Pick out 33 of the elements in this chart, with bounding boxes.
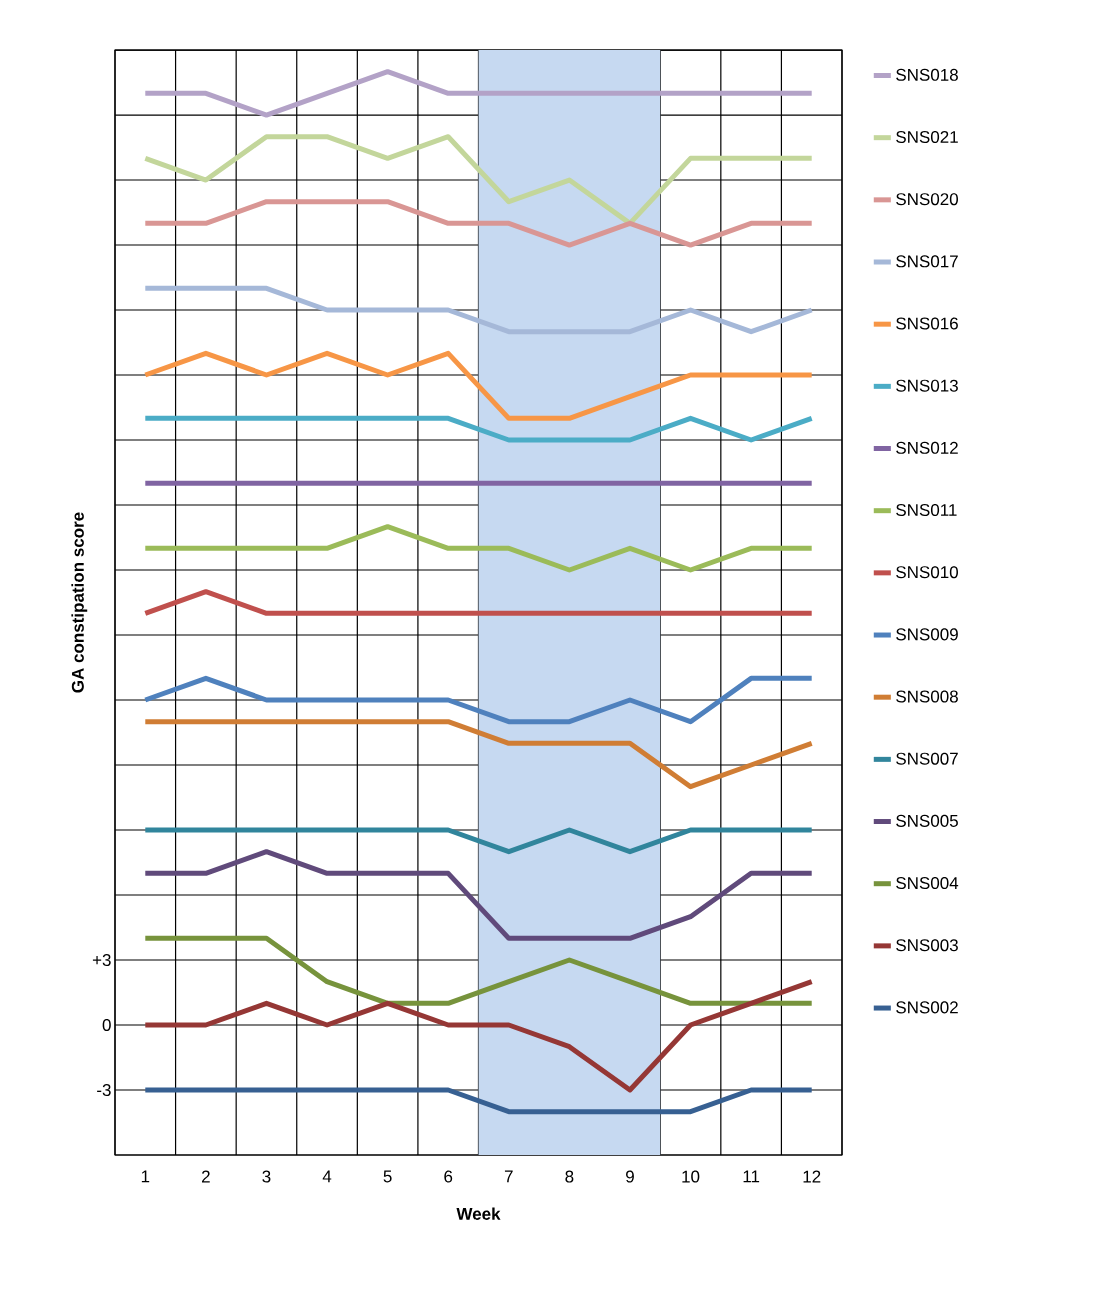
x-tick-label: 5 — [383, 1170, 392, 1183]
x-tick-label: 3 — [262, 1170, 271, 1183]
x-tick-label: 10 — [682, 1170, 700, 1183]
x-tick-label: 12 — [803, 1170, 821, 1183]
legend-label: SNS009 — [896, 628, 958, 641]
x-tick-label: 11 — [743, 1170, 760, 1183]
legend-label: SNS003 — [896, 939, 958, 952]
x-tick-label: 9 — [626, 1170, 634, 1183]
legend-label: SNS018 — [896, 68, 958, 81]
x-tick-label: 6 — [444, 1170, 453, 1183]
y-tick-label: +3 — [92, 953, 111, 967]
x-tick-label: 8 — [565, 1170, 574, 1183]
legend-label: SNS007 — [896, 752, 958, 765]
x-axis-title: Week — [456, 1207, 501, 1220]
legend-label: SNS013 — [896, 379, 958, 392]
legend-label: SNS021 — [896, 130, 958, 144]
legend-label: SNS005 — [896, 814, 958, 827]
y-axis-title: GA constipation score — [71, 512, 88, 693]
legend-label: SNS012 — [896, 441, 958, 454]
x-tick-label: 2 — [202, 1170, 210, 1183]
legend-label: SNS016 — [896, 317, 958, 330]
legend-label: SNS010 — [896, 566, 958, 579]
legend-label: SNS002 — [896, 1001, 958, 1014]
legend-label: SNS011 — [896, 504, 957, 517]
legend-label: SNS020 — [896, 193, 958, 206]
x-tick-label: 4 — [322, 1170, 332, 1183]
y-tick-label: -3 — [97, 1083, 111, 1097]
y-tick-label: 0 — [102, 1018, 111, 1032]
legend-label: SNS008 — [896, 690, 958, 703]
legend-label: SNS017 — [896, 255, 958, 268]
legend-label: SNS004 — [896, 877, 959, 890]
x-tick-label: 7 — [504, 1170, 513, 1183]
x-tick-label: 1 — [141, 1170, 150, 1183]
